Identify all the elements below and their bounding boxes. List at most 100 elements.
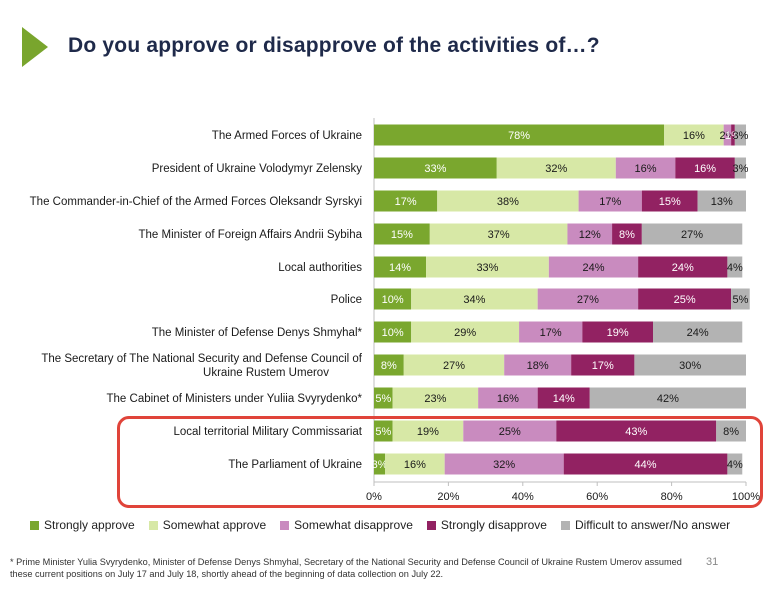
- legend-item: Somewhat approve: [148, 518, 267, 532]
- legend-swatch: [148, 520, 158, 530]
- bar-segment: [716, 420, 746, 442]
- bar-segment: [723, 124, 732, 146]
- bar-data-label: 25%: [499, 426, 521, 438]
- bar-segment: [374, 223, 430, 245]
- bar-data-label: 33%: [424, 163, 446, 175]
- legend-label: Somewhat disapprove: [294, 518, 413, 532]
- bar-segment: [653, 321, 743, 343]
- legend-item: Strongly approve: [30, 518, 135, 532]
- bar-segment: [374, 256, 427, 278]
- bar-segment: [374, 420, 393, 442]
- bar-segment: [519, 321, 583, 343]
- bar-segment: [374, 387, 393, 409]
- bar-data-label: 29%: [454, 327, 476, 339]
- highlight-box: [117, 416, 763, 508]
- bar-data-label: 16%: [683, 130, 705, 142]
- category-label: Police: [331, 294, 362, 306]
- bar-segment: [374, 321, 412, 343]
- bar-segment: [612, 223, 642, 245]
- bar-segment: [634, 354, 746, 376]
- bar-segment: [734, 124, 746, 146]
- bar-segment: [429, 223, 568, 245]
- play-arrow-icon: [22, 27, 48, 67]
- bar-segment: [374, 288, 412, 310]
- bar-segment: [615, 157, 676, 179]
- bar-data-label: 14%: [553, 393, 575, 405]
- bar-segment: [589, 387, 746, 409]
- bar-segment: [638, 288, 732, 310]
- category-label: The Armed Forces of Ukraine: [212, 130, 362, 142]
- x-tick-label: 40%: [512, 491, 534, 503]
- bar-segment: [403, 354, 505, 376]
- bar-data-label: 15%: [391, 229, 413, 241]
- bar-data-label: 17%: [592, 360, 614, 372]
- bar-data-label: 32%: [545, 163, 567, 175]
- bar-segment: [374, 157, 497, 179]
- bar-data-label: 14%: [389, 262, 411, 274]
- bar-segment: [392, 387, 479, 409]
- bar-segment: [385, 453, 445, 475]
- bar-segment: [641, 190, 698, 212]
- bar-data-label: 44%: [635, 459, 657, 471]
- bar-data-label: 3%: [732, 130, 748, 142]
- category-label-line2: Ukraine Rustem Umerov: [203, 367, 329, 379]
- bar-segment: [548, 256, 639, 278]
- bar-data-label: 19%: [607, 327, 629, 339]
- bar-data-label: 23%: [424, 393, 446, 405]
- legend-swatch: [426, 520, 436, 530]
- x-tick-label: 20%: [437, 491, 459, 503]
- bar-segment: [731, 288, 750, 310]
- bar-segment: [638, 256, 728, 278]
- bar-data-label: 27%: [443, 360, 465, 372]
- bar-data-label: 42%: [657, 393, 679, 405]
- bar-data-label: 5%: [732, 294, 748, 306]
- bar-data-label: 32%: [493, 459, 515, 471]
- legend-swatch: [560, 520, 570, 530]
- bar-data-label: 16%: [497, 393, 519, 405]
- category-label: The Cabinet of Ministers under Yuliia Sv…: [107, 393, 363, 405]
- bar-segment: [734, 157, 746, 179]
- legend-item: Strongly disapprove: [426, 518, 547, 532]
- bar-data-label: 30%: [679, 360, 701, 372]
- bar-data-label: 12%: [579, 229, 601, 241]
- legend-item: Difficult to answer/No answer: [560, 518, 731, 532]
- x-tick-label: 60%: [586, 491, 608, 503]
- bar-segment: [727, 256, 743, 278]
- bar-data-label: 25%: [674, 294, 696, 306]
- legend-item: Somewhat disapprove: [280, 518, 413, 532]
- bar-data-label: 19%: [417, 426, 439, 438]
- bar-segment: [537, 288, 639, 310]
- legend-label: Somewhat approve: [162, 518, 267, 532]
- bar-data-label: 5%: [375, 393, 391, 405]
- bar-segment: [478, 387, 538, 409]
- bar-data-label: 24%: [687, 327, 709, 339]
- bar-data-label: 8%: [381, 360, 397, 372]
- category-label: The Commander-in-Chief of the Armed Forc…: [30, 196, 362, 208]
- category-label: The Parliament of Ukraine: [228, 459, 362, 471]
- bar-segment: [641, 223, 743, 245]
- category-label: The Minister of Foreign Affairs Andrii S…: [138, 229, 362, 241]
- bar-data-label: 16%: [694, 163, 716, 175]
- bar-segment: [563, 453, 728, 475]
- bar-segment: [675, 157, 735, 179]
- bar-data-label: 17%: [395, 196, 417, 208]
- legend-swatch: [30, 520, 39, 530]
- bar-data-label: 16%: [635, 163, 657, 175]
- bar-segment: [374, 453, 386, 475]
- legend-label: Difficult to answer/No answer: [574, 518, 731, 532]
- bar-data-label: 5%: [375, 426, 391, 438]
- bar-segment: [463, 420, 557, 442]
- bar-data-label: 24%: [672, 262, 694, 274]
- bar-segment: [567, 223, 613, 245]
- category-label: The Minister of Defense Denys Shmyhal*: [152, 327, 363, 339]
- bar-segment: [727, 453, 743, 475]
- bar-segment: [578, 190, 642, 212]
- bar-segment: [374, 190, 438, 212]
- bar-data-label: 18%: [527, 360, 549, 372]
- bar-segment: [556, 420, 717, 442]
- bar-segment: [426, 256, 549, 278]
- bar-segment: [374, 354, 404, 376]
- category-label: President of Ukraine Volodymyr Zelensky: [152, 163, 363, 175]
